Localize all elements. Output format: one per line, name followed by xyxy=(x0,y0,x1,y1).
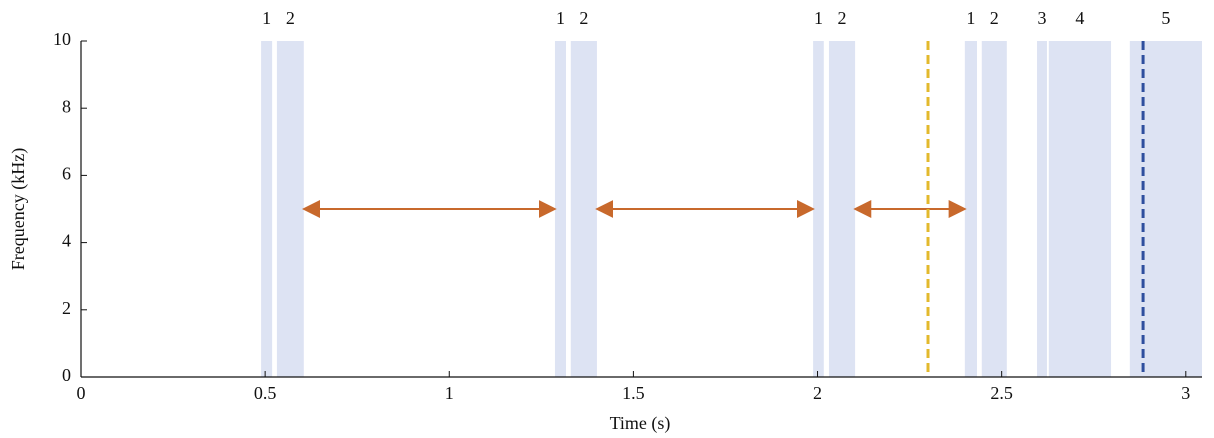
highlight-region xyxy=(1129,41,1202,377)
region-label: 2 xyxy=(286,8,295,28)
x-tick-label: 1.5 xyxy=(622,383,645,403)
highlight-region xyxy=(981,41,1007,377)
x-tick-label: 0 xyxy=(77,383,86,403)
highlight-region xyxy=(1048,41,1112,377)
y-tick-label: 4 xyxy=(62,231,71,251)
x-tick-label: 1 xyxy=(445,383,454,403)
region-label: 1 xyxy=(262,8,271,28)
highlight-region xyxy=(570,41,597,377)
y-tick-label: 0 xyxy=(62,365,71,385)
region-label: 1 xyxy=(814,8,823,28)
x-tick-label: 2 xyxy=(813,383,822,403)
highlight-region xyxy=(554,41,567,377)
y-axis-label: Frequency (kHz) xyxy=(8,148,29,270)
x-axis-label: Time (s) xyxy=(610,413,671,434)
highlight-region xyxy=(276,41,304,377)
region-label: 4 xyxy=(1075,8,1084,28)
highlight-region xyxy=(261,41,273,377)
region-label: 2 xyxy=(579,8,588,28)
region-label: 5 xyxy=(1161,8,1170,28)
region-label: 1 xyxy=(966,8,975,28)
highlight-region xyxy=(1037,41,1047,377)
overlays xyxy=(302,41,1145,377)
highlight-region xyxy=(828,41,856,377)
highlight-region xyxy=(964,41,977,377)
x-tick-label: 3 xyxy=(1181,383,1190,403)
region-label: 2 xyxy=(990,8,999,28)
y-tick-label: 8 xyxy=(62,96,71,116)
x-tick-label: 0.5 xyxy=(254,383,277,403)
y-tick-label: 10 xyxy=(53,29,71,49)
region-label: 1 xyxy=(556,8,565,28)
region-label: 2 xyxy=(838,8,847,28)
region-label: 3 xyxy=(1037,8,1046,28)
highlight-region xyxy=(813,41,824,377)
x-tick-label: 2.5 xyxy=(990,383,1013,403)
y-tick-label: 2 xyxy=(62,298,71,318)
y-tick-label: 6 xyxy=(62,164,71,184)
